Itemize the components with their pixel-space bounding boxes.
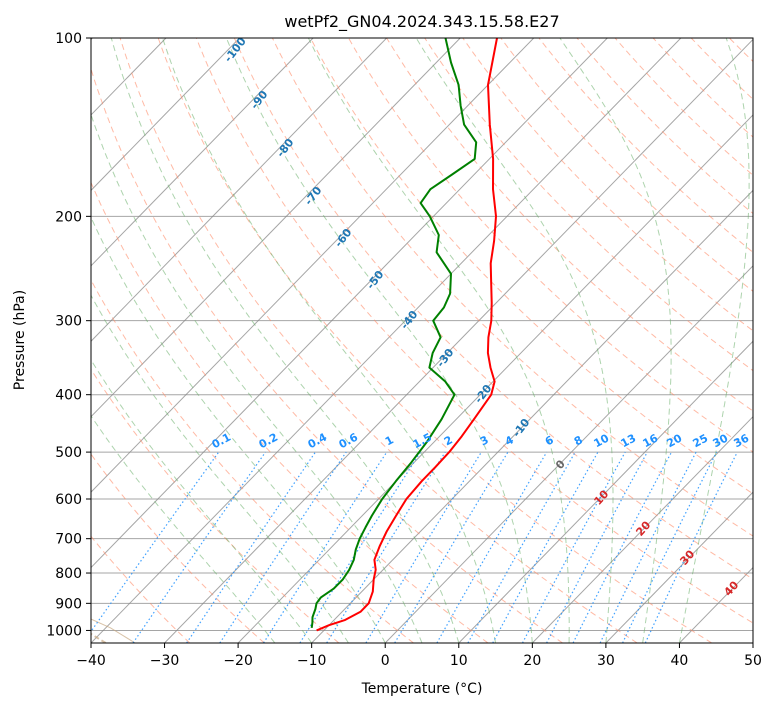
dry-adiabat-line xyxy=(91,67,563,643)
mixing-ratio-label: 10 xyxy=(592,431,612,450)
dry-adiabat-line xyxy=(157,38,713,643)
y-tick-label: 100 xyxy=(55,31,82,47)
isotherm-gridline xyxy=(91,38,314,267)
isotherm-gridline xyxy=(458,340,753,643)
isotherm-gridline xyxy=(91,38,461,418)
moist-adiabat-line xyxy=(91,294,349,643)
moist-adiabat-line xyxy=(162,38,497,643)
mixing-ratio-line xyxy=(394,451,509,643)
temperature-profile-line xyxy=(316,38,498,632)
dry-adiabat-line xyxy=(91,453,265,643)
dry-adiabat-line xyxy=(310,38,753,495)
mixing-ratio-line xyxy=(299,451,422,643)
mixing-ratio-label: 13 xyxy=(619,432,639,451)
mixing-ratio-line xyxy=(492,451,599,643)
moist-adiabat-line xyxy=(91,358,313,643)
y-tick-label: 900 xyxy=(55,596,82,612)
y-tick-label: 800 xyxy=(55,566,82,582)
y-tick-label: 600 xyxy=(55,492,82,508)
moist-adiabat-line xyxy=(559,38,672,643)
y-tick-label: 200 xyxy=(55,209,82,225)
mixing-ratio-line xyxy=(467,451,576,643)
dry-adiabat-line xyxy=(614,38,753,176)
moist-adiabat-line xyxy=(91,216,386,643)
moist-adiabats xyxy=(91,38,750,643)
x-tick-label: 50 xyxy=(744,653,762,669)
chart-title: wetPf2_GN04.2024.343.15.58.E27 xyxy=(284,12,559,32)
isotherm-gridline xyxy=(605,491,753,643)
mixing-ratio-label: 30 xyxy=(711,431,731,450)
mixing-ratio-label: 20 xyxy=(665,431,685,450)
dry-adiabat-line xyxy=(119,38,638,643)
mixing-ratio-line xyxy=(622,451,718,643)
x-tick-label: 40 xyxy=(671,653,689,669)
y-tick-label: 300 xyxy=(55,314,82,330)
isotherm-gridline xyxy=(91,38,388,342)
dry-adiabat-line xyxy=(91,279,414,643)
isotherm-gridline xyxy=(164,38,753,643)
mixing-ratio-label: 16 xyxy=(641,431,661,450)
dry-adiabat-line xyxy=(500,38,753,292)
isotherm-gridline xyxy=(384,265,753,643)
plot-area xyxy=(91,38,753,643)
moist-adiabat-line xyxy=(678,38,750,643)
mixing-ratio-lines xyxy=(91,451,738,643)
profile-lines xyxy=(310,38,498,632)
dry-adiabat-line xyxy=(462,38,753,332)
moist-adiabat-line xyxy=(110,38,460,643)
isotherm-gridline xyxy=(91,38,608,569)
x-tick-label: −30 xyxy=(150,653,180,669)
mixing-ratio-line xyxy=(521,451,626,643)
mixing-ratio-line xyxy=(91,451,220,633)
moist-adiabat-line xyxy=(307,38,570,643)
isotherm-gridline xyxy=(91,38,240,192)
y-tick-label: 400 xyxy=(55,388,82,404)
mixing-ratio-line xyxy=(262,451,388,643)
moist-adiabat-line xyxy=(91,415,276,643)
dry-adiabat-line xyxy=(91,181,489,643)
dry-adiabat-line xyxy=(386,38,753,412)
y-tick-label: 500 xyxy=(55,445,82,461)
mixing-ratio-line xyxy=(326,451,446,643)
x-tick-label: −40 xyxy=(76,653,106,669)
mixing-ratio-line xyxy=(644,451,738,643)
x-tick-label: 20 xyxy=(523,653,541,669)
y-tick-label: 700 xyxy=(55,532,82,548)
x-tick-label: −20 xyxy=(223,653,253,669)
isotherm-gridline xyxy=(237,114,753,643)
x-tick-label: −10 xyxy=(297,653,327,669)
moist-adiabat-line xyxy=(91,112,423,643)
dry-adiabats xyxy=(91,38,753,643)
isotherm-gridline xyxy=(311,189,753,643)
isotherm-gridline xyxy=(531,415,753,643)
y-axis-title: Pressure (hPa) xyxy=(12,290,28,390)
axes: −40 −30 −20 −10 0 10 20 30 40 50 1000 900 800 700 600 5… xyxy=(46,31,762,669)
dry-adiabat-line xyxy=(424,38,753,372)
dry-adiabat-line xyxy=(576,38,753,215)
dry-adiabat-line xyxy=(233,38,753,580)
x-tick-label: 0 xyxy=(381,653,390,669)
moist-adiabat-line xyxy=(415,38,614,643)
dewpoint-profile-line xyxy=(310,38,478,629)
isotherm-gridline xyxy=(91,38,535,493)
x-tick-label: 30 xyxy=(597,653,615,669)
mixing-ratio-line xyxy=(436,451,548,643)
mixing-ratio-line xyxy=(365,451,482,643)
x-tick-label: 10 xyxy=(450,653,468,669)
y-tick-label: 1000 xyxy=(46,623,82,639)
moist-adiabat-line xyxy=(225,38,533,643)
dry-adiabat-line xyxy=(271,38,753,537)
x-axis-title: Temperature (°C) xyxy=(361,681,483,697)
mixing-ratio-label: 36 xyxy=(732,431,752,450)
plot-frame xyxy=(90,37,754,644)
mixing-ratio-label: 25 xyxy=(691,432,711,451)
